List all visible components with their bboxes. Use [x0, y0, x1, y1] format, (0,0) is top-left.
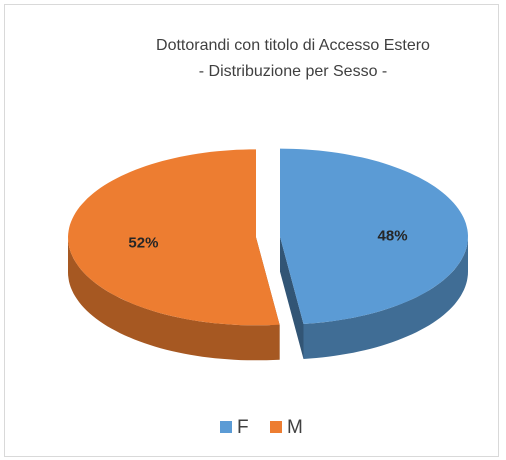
- legend-label: M: [287, 417, 303, 438]
- pie-tops: [68, 148, 468, 326]
- chart-subtitle: - Distribuzione per Sesso -: [199, 63, 388, 80]
- legend-swatch: [270, 421, 282, 433]
- slice-side: [303, 236, 468, 359]
- pie-slice: [68, 149, 280, 326]
- pie-slice: [280, 148, 468, 324]
- chart-title: Dottorandi con titolo di Accesso Estero: [156, 37, 430, 54]
- data-label: 48%: [378, 227, 408, 244]
- slice-side: [68, 237, 280, 361]
- legend-label: F: [237, 417, 249, 438]
- legend-swatch: [220, 421, 232, 433]
- slice-cut-face: [280, 236, 304, 359]
- data-label: 52%: [128, 235, 158, 252]
